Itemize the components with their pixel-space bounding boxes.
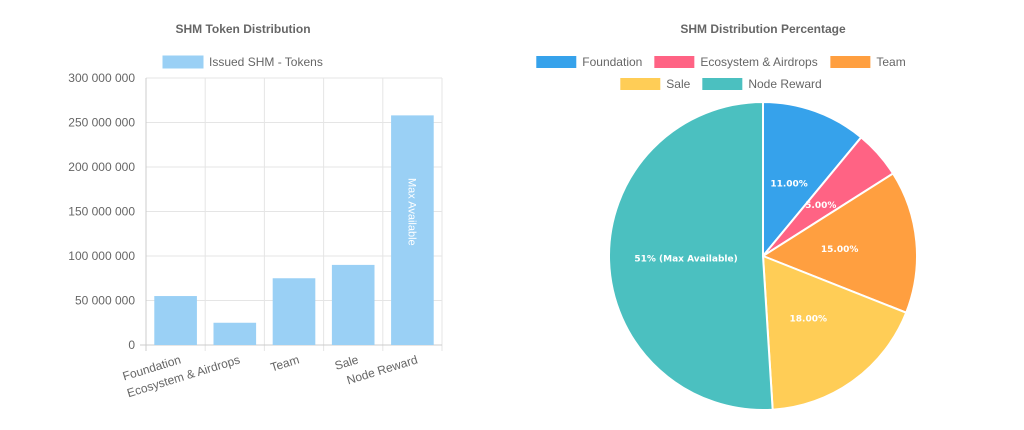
bar-y-tick-label: 0: [128, 338, 135, 352]
bar-legend[interactable]: Issued SHM - Tokens: [162, 55, 323, 69]
pie-legend-swatch[interactable]: [702, 78, 743, 90]
pie-slice-label: 15.00%: [821, 245, 859, 255]
bar-y-tick-label: 300 000 000: [68, 71, 135, 85]
pie-slice-label: 51% (Max Available): [634, 254, 737, 264]
pie-legend-item[interactable]: Team: [830, 55, 906, 69]
pie-legend-swatch[interactable]: [830, 56, 871, 68]
pie-legend-label[interactable]: Node Reward: [748, 77, 821, 91]
pie-legend-label[interactable]: Team: [876, 55, 905, 69]
pie-legend-swatch[interactable]: [620, 78, 661, 90]
bar-3[interactable]: [272, 278, 316, 345]
pie-legend-label[interactable]: Ecosystem & Airdrops: [700, 55, 817, 69]
bar-y-axis: 0 50 000 000 100 000 000 150 000 000 200 000…: [68, 71, 135, 352]
bar-5[interactable]: [391, 115, 434, 345]
bar-2[interactable]: [213, 322, 257, 345]
bar-y-tick-label: 250 000 000: [68, 116, 135, 130]
bar-legend-swatch[interactable]: [162, 55, 204, 69]
pie-legend-item[interactable]: Ecosystem & Airdrops: [654, 55, 818, 69]
pie-chart-title: SHM Distribution Percentage: [680, 22, 846, 36]
pie-legend-label[interactable]: Foundation: [582, 55, 642, 69]
pie-chart: SHM Distribution Percentage Foundation Ec…: [536, 22, 918, 411]
pie-legend-swatch[interactable]: [536, 56, 577, 68]
bar-x-tick-label: Sale: [333, 352, 360, 373]
pie-slice-label: 5.00%: [805, 201, 836, 211]
bar-1[interactable]: [154, 296, 197, 345]
pie-legend-label[interactable]: Sale: [666, 77, 690, 91]
bar-annotation-max-available: Max Available: [405, 178, 417, 246]
bar-y-tick-label: 150 000 000: [68, 205, 135, 219]
pie-slice-label: 11.00%: [770, 180, 808, 190]
bar-y-tick-label: 100 000 000: [68, 249, 135, 263]
bar-x-tick-label: Team: [269, 352, 301, 374]
pie-slice-1[interactable]: [762, 100, 863, 259]
pie-slice-3[interactable]: [760, 172, 918, 314]
pie-slice-5[interactable]: [608, 100, 774, 411]
pie-legend-item[interactable]: Node Reward: [702, 77, 822, 91]
bar-y-tick-label: 200 000 000: [68, 160, 135, 174]
pie-slice-4[interactable]: [761, 254, 908, 411]
bar-series: [154, 115, 434, 345]
bar-chart-title: SHM Token Distribution: [175, 22, 310, 36]
bar-legend-label[interactable]: Issued SHM - Tokens: [209, 55, 323, 69]
pie-slice-label: 18.00%: [790, 314, 828, 324]
bar-4[interactable]: [331, 264, 375, 345]
pie-slice-labels: 11.00% 5.00% 15.00% 18.00% 51% (Max Availabl…: [634, 180, 858, 325]
bar-chart: SHM Token Distribution Issued SHM - Toke…: [68, 22, 443, 400]
pie-legend: Foundation Ecosystem & Airdrops Team Sale No…: [536, 55, 906, 91]
pie-legend-item[interactable]: Foundation: [536, 55, 642, 69]
pie-series: [608, 100, 918, 411]
bar-y-tick-label: 50 000 000: [75, 294, 135, 308]
pie-legend-item[interactable]: Sale: [620, 77, 691, 91]
pie-legend-swatch[interactable]: [654, 56, 695, 68]
